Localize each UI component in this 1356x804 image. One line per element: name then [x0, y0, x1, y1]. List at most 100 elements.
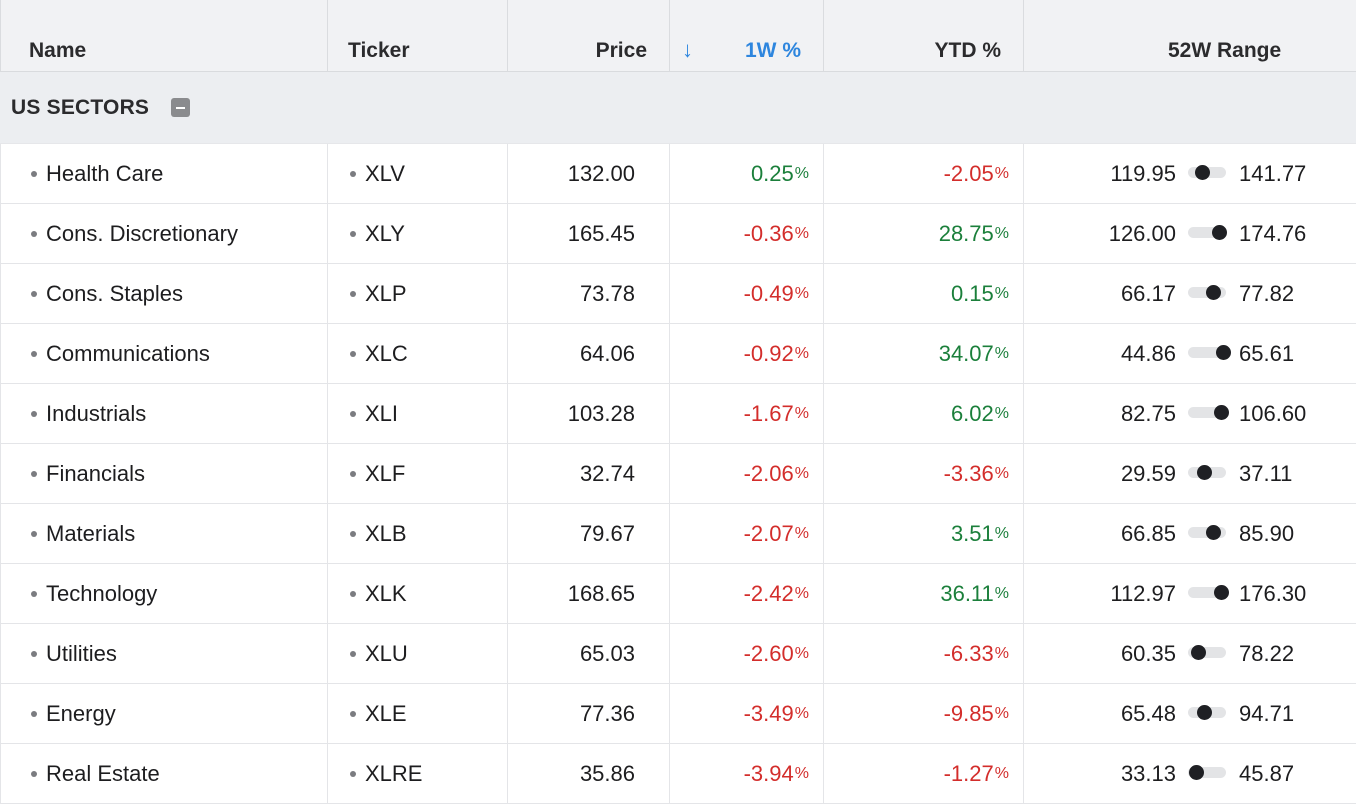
- sector-name: Technology: [46, 580, 158, 606]
- ticker-symbol: XLC: [365, 340, 408, 366]
- ytd-change-value: 3.51: [950, 520, 994, 546]
- percent-sign: %: [994, 404, 1009, 422]
- cell-1w-change: -2.60%: [670, 624, 824, 683]
- table-row[interactable]: Real Estate XLRE 35.86 -3.94% -1.27% 33.13 45.…: [0, 744, 1356, 804]
- cell-ticker[interactable]: XLRE: [328, 744, 508, 803]
- cell-ticker[interactable]: XLC: [328, 324, 508, 383]
- cell-ticker[interactable]: XLE: [328, 684, 508, 743]
- cell-name[interactable]: Financials: [0, 444, 328, 503]
- range-low: 29.59: [1120, 460, 1176, 486]
- cell-price: 35.86: [508, 744, 670, 803]
- price-value: 35.86: [579, 760, 635, 786]
- range-high: 106.60: [1239, 400, 1307, 426]
- ticker-symbol: XLY: [365, 220, 405, 246]
- sector-name: Energy: [46, 700, 116, 726]
- cell-price: 64.06: [508, 324, 670, 383]
- cell-52w-range: 66.17 77.82: [1024, 264, 1356, 323]
- cell-ytd-change: -3.36%: [824, 444, 1024, 503]
- cell-name[interactable]: Health Care: [0, 144, 328, 203]
- cell-ticker[interactable]: XLY: [328, 204, 508, 263]
- percent-sign: %: [794, 464, 809, 482]
- range-position-knob: [1190, 645, 1206, 660]
- sector-name: Industrials: [46, 400, 147, 426]
- cell-name[interactable]: Communications: [0, 324, 328, 383]
- cell-name[interactable]: Utilities: [0, 624, 328, 683]
- week-change-value: -0.49: [743, 280, 794, 306]
- cell-ticker[interactable]: XLI: [328, 384, 508, 443]
- bullet-dot-icon: [350, 290, 356, 297]
- column-header-ytd[interactable]: YTD %: [824, 0, 1024, 71]
- bullet-dot-icon: [350, 530, 356, 537]
- collapse-minus-icon[interactable]: [171, 98, 191, 117]
- table-row[interactable]: Industrials XLI 103.28 -1.67% 6.02% 82.75 106.…: [0, 384, 1356, 444]
- table-row[interactable]: Financials XLF 32.74 -2.06% -3.36% 29.59 37.11: [0, 444, 1356, 504]
- percent-sign: %: [794, 584, 809, 602]
- bullet-dot-icon: [31, 170, 37, 177]
- cell-name[interactable]: Cons. Staples: [0, 264, 328, 323]
- cell-name[interactable]: Technology: [0, 564, 328, 623]
- column-header-price[interactable]: Price: [508, 0, 670, 71]
- percent-sign: %: [794, 224, 809, 242]
- range-bar: [1188, 645, 1226, 660]
- table-row[interactable]: Materials XLB 79.67 -2.07% 3.51% 66.85 85.90: [0, 504, 1356, 564]
- sector-name: Communications: [46, 340, 210, 366]
- column-header-1w[interactable]: ↓ 1W %: [670, 0, 824, 71]
- range-bar: [1188, 525, 1226, 540]
- cell-52w-range: 119.95 141.77: [1024, 144, 1356, 203]
- week-change-value: -2.60: [743, 640, 794, 666]
- column-header-name[interactable]: Name: [0, 0, 328, 71]
- range-bar: [1188, 225, 1227, 240]
- table-row[interactable]: Communications XLC 64.06 -0.92% 34.07% 44.86 6…: [0, 324, 1356, 384]
- bullet-dot-icon: [350, 710, 356, 717]
- percent-sign: %: [994, 464, 1009, 482]
- cell-name[interactable]: Energy: [0, 684, 328, 743]
- cell-ticker[interactable]: XLF: [328, 444, 508, 503]
- cell-ytd-change: -2.05%: [824, 144, 1024, 203]
- ytd-change-value: 0.15: [950, 280, 994, 306]
- week-change-value: -2.06: [743, 460, 794, 486]
- range-bar: [1188, 285, 1226, 300]
- price-value: 73.78: [579, 280, 635, 306]
- table-row[interactable]: Health Care XLV 132.00 0.25% -2.05% 119.95 141…: [0, 144, 1356, 204]
- week-change-value: -3.49: [743, 700, 794, 726]
- cell-ytd-change: 34.07%: [824, 324, 1024, 383]
- cell-ticker[interactable]: XLV: [328, 144, 508, 203]
- cell-ticker[interactable]: XLP: [328, 264, 508, 323]
- column-header-52w-range[interactable]: 52W Range: [1024, 0, 1356, 71]
- percent-sign: %: [994, 584, 1009, 602]
- cell-name[interactable]: Industrials: [0, 384, 328, 443]
- week-change-value: -2.07: [743, 520, 794, 546]
- range-high: 94.71: [1239, 700, 1295, 726]
- price-value: 65.03: [579, 640, 635, 666]
- cell-1w-change: -1.67%: [670, 384, 824, 443]
- cell-ticker[interactable]: XLK: [328, 564, 508, 623]
- price-value: 64.06: [579, 340, 635, 366]
- ytd-change-value: -1.27: [943, 760, 994, 786]
- table-row[interactable]: Utilities XLU 65.03 -2.60% -6.33% 60.35 78.22: [0, 624, 1356, 684]
- range-bar: [1188, 705, 1226, 720]
- table-row[interactable]: Cons. Staples XLP 73.78 -0.49% 0.15% 66.17 77.…: [0, 264, 1356, 324]
- column-header-name-label: Name: [29, 39, 87, 62]
- cell-name[interactable]: Real Estate: [0, 744, 328, 803]
- bullet-dot-icon: [31, 530, 37, 537]
- range-position-knob: [1196, 705, 1212, 720]
- cell-ticker[interactable]: XLB: [328, 504, 508, 563]
- cell-ticker[interactable]: XLU: [328, 624, 508, 683]
- table-row[interactable]: Cons. Discretionary XLY 165.45 -0.36% 28.75%…: [0, 204, 1356, 264]
- cell-name[interactable]: Materials: [0, 504, 328, 563]
- table-row[interactable]: Technology XLK 168.65 -2.42% 36.11% 112.97 176…: [0, 564, 1356, 624]
- column-header-52w-range-label: 52W Range: [1168, 39, 1282, 62]
- bullet-dot-icon: [350, 410, 356, 417]
- range-high: 65.61: [1239, 340, 1295, 366]
- percent-sign: %: [994, 524, 1009, 542]
- bullet-dot-icon: [350, 170, 356, 177]
- ytd-change-value: -3.36: [943, 460, 994, 486]
- table-row[interactable]: Energy XLE 77.36 -3.49% -9.85% 65.48 94.71: [0, 684, 1356, 744]
- range-high: 85.90: [1239, 520, 1295, 546]
- range-bar: [1188, 765, 1226, 780]
- column-header-ticker[interactable]: Ticker: [328, 0, 508, 71]
- cell-ytd-change: -9.85%: [824, 684, 1024, 743]
- bullet-dot-icon: [31, 410, 37, 417]
- cell-name[interactable]: Cons. Discretionary: [0, 204, 328, 263]
- range-position-knob: [1195, 165, 1211, 180]
